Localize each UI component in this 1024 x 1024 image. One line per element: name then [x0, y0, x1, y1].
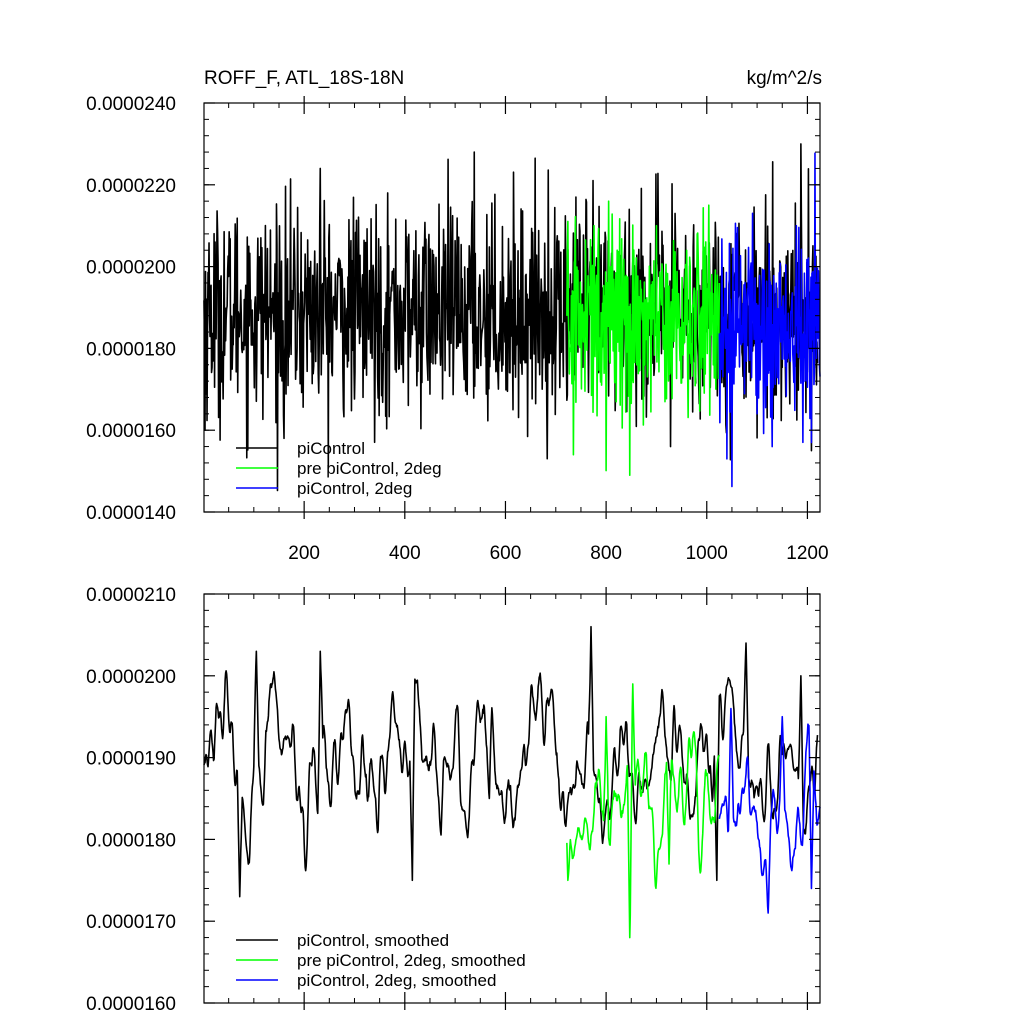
top-legend-label-2: pre piControl, 2deg — [297, 459, 442, 478]
top-y-tick-label: 0.0000140 — [86, 503, 176, 524]
bottom-y-tick-label: 0.0000200 — [86, 667, 176, 688]
bottom-plot-lines — [203, 625, 821, 939]
bottom-series-line-1 — [203, 625, 819, 898]
bottom-axes: 0.0000160 0.0000170 0.0000180 0.0000190 0.00… — [86, 585, 821, 1015]
bottom-series-line-2 — [566, 683, 721, 939]
top-x-tick-label: 800 — [590, 543, 622, 564]
top-series-line-1 — [203, 143, 819, 492]
bottom-legend-label-2: pre piControl, 2deg, smoothed — [297, 951, 526, 970]
bottom-y-tick-label: 0.0000170 — [86, 912, 176, 933]
top-plot-frame — [203, 102, 821, 513]
bottom-panel: 0.0000160 0.0000170 0.0000180 0.0000190 0.00… — [86, 585, 821, 1015]
top-y-tick-label: 0.0000240 — [86, 94, 176, 115]
top-y-tick-label: 0.0000180 — [86, 339, 176, 360]
bottom-y-tick-label: 0.0000210 — [86, 585, 176, 606]
top-x-tick-label: 600 — [490, 543, 522, 564]
bottom-legend-label-1: piControl, smoothed — [297, 931, 449, 950]
top-panel-units: kg/m^2/s — [747, 68, 822, 89]
top-panel-title: ROFF_F, ATL_18S-18N — [204, 68, 404, 89]
top-axes: 0.0000140 0.0000160 0.0000180 0.0000200 0.00… — [86, 94, 828, 564]
bottom-y-tick-label: 0.0000180 — [86, 830, 176, 851]
top-x-tick-label: 1200 — [786, 543, 828, 564]
top-legend-label-1: piControl — [297, 439, 365, 458]
top-panel: 0.0000140 0.0000160 0.0000180 0.0000200 0.00… — [86, 68, 828, 564]
top-y-tick-label: 0.0000220 — [86, 176, 176, 197]
bottom-plot-frame — [203, 593, 821, 1004]
top-x-tick-label: 200 — [288, 543, 320, 564]
top-x-tick-label: 1000 — [686, 543, 728, 564]
top-series-line-2 — [566, 200, 721, 476]
bottom-y-tick-label: 0.0000190 — [86, 749, 176, 770]
bottom-series-line-3 — [718, 707, 821, 914]
top-series-line-3 — [718, 152, 821, 488]
bottom-legend-label-3: piControl, 2deg, smoothed — [297, 971, 496, 990]
top-legend-label-3: piControl, 2deg — [297, 479, 412, 498]
top-y-tick-label: 0.0000160 — [86, 421, 176, 442]
top-x-tick-label: 400 — [389, 543, 421, 564]
top-plot-lines — [203, 143, 821, 492]
bottom-y-tick-label: 0.0000160 — [86, 994, 176, 1015]
top-y-tick-label: 0.0000200 — [86, 258, 176, 279]
